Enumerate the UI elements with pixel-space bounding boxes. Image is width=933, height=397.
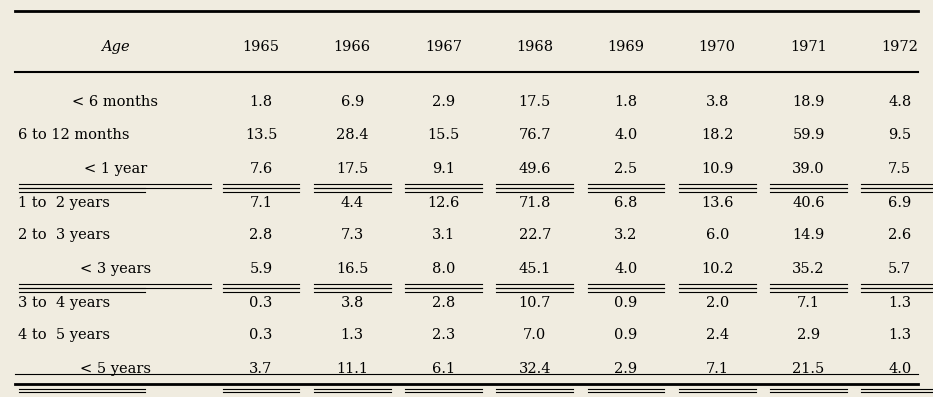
Text: 40.6: 40.6: [792, 196, 825, 210]
Text: 1965: 1965: [243, 40, 280, 54]
Text: 71.8: 71.8: [519, 196, 550, 210]
Text: 2.9: 2.9: [615, 362, 637, 376]
Text: 7.0: 7.0: [523, 328, 547, 342]
Text: 18.9: 18.9: [792, 94, 825, 108]
Text: Age: Age: [101, 40, 130, 54]
Text: 9.5: 9.5: [888, 128, 912, 142]
Text: 2.8: 2.8: [249, 228, 272, 242]
Text: 2.3: 2.3: [432, 328, 455, 342]
Text: 17.5: 17.5: [519, 94, 550, 108]
Text: 4.4: 4.4: [341, 196, 364, 210]
Text: 2.8: 2.8: [432, 296, 455, 310]
Text: < 1 year: < 1 year: [84, 162, 147, 176]
Text: 2.6: 2.6: [888, 228, 912, 242]
Text: 22.7: 22.7: [519, 228, 550, 242]
Text: 3.8: 3.8: [705, 94, 729, 108]
Text: 2.4: 2.4: [705, 328, 729, 342]
Text: 10.2: 10.2: [701, 262, 733, 276]
Text: 1.8: 1.8: [615, 94, 637, 108]
Text: 3.7: 3.7: [249, 362, 272, 376]
Text: 4.0: 4.0: [614, 128, 637, 142]
Text: 18.2: 18.2: [701, 128, 733, 142]
Text: 7.1: 7.1: [705, 362, 729, 376]
Text: 16.5: 16.5: [336, 262, 369, 276]
Text: < 5 years: < 5 years: [80, 362, 151, 376]
Text: 5.7: 5.7: [888, 262, 912, 276]
Text: 1.3: 1.3: [341, 328, 364, 342]
Text: 6 to 12 months: 6 to 12 months: [18, 128, 130, 142]
Text: 0.3: 0.3: [249, 328, 272, 342]
Text: 6.9: 6.9: [341, 94, 364, 108]
Text: 7.1: 7.1: [797, 296, 820, 310]
Text: 12.6: 12.6: [427, 196, 460, 210]
Text: < 3 years: < 3 years: [80, 262, 151, 276]
Text: < 6 months: < 6 months: [73, 94, 159, 108]
Text: 9.1: 9.1: [432, 162, 455, 176]
Text: 0.9: 0.9: [614, 296, 637, 310]
Text: 7.5: 7.5: [888, 162, 912, 176]
Text: 1972: 1972: [882, 40, 918, 54]
Text: 6.1: 6.1: [432, 362, 455, 376]
Text: 32.4: 32.4: [519, 362, 551, 376]
Text: 6.8: 6.8: [614, 196, 637, 210]
Text: 2.9: 2.9: [432, 94, 455, 108]
Text: 7.3: 7.3: [341, 228, 364, 242]
Text: 3.2: 3.2: [614, 228, 637, 242]
Text: 59.9: 59.9: [792, 128, 825, 142]
Text: 1.8: 1.8: [249, 94, 272, 108]
Text: 21.5: 21.5: [792, 362, 825, 376]
Text: 35.2: 35.2: [792, 262, 825, 276]
Text: 1.3: 1.3: [888, 328, 912, 342]
Text: 0.3: 0.3: [249, 296, 272, 310]
Text: 2.5: 2.5: [615, 162, 637, 176]
Text: 13.5: 13.5: [244, 128, 277, 142]
Text: 1969: 1969: [607, 40, 645, 54]
Text: 39.0: 39.0: [792, 162, 825, 176]
Text: 8.0: 8.0: [432, 262, 455, 276]
Text: 13.6: 13.6: [701, 196, 733, 210]
Text: 1967: 1967: [425, 40, 462, 54]
Text: 11.1: 11.1: [336, 362, 369, 376]
Text: 3.8: 3.8: [341, 296, 364, 310]
Text: 5.9: 5.9: [249, 262, 272, 276]
Text: 10.7: 10.7: [519, 296, 550, 310]
Text: 14.9: 14.9: [792, 228, 825, 242]
Text: 45.1: 45.1: [519, 262, 550, 276]
Text: 3 to  4 years: 3 to 4 years: [18, 296, 110, 310]
Text: 1968: 1968: [516, 40, 553, 54]
Text: 49.6: 49.6: [519, 162, 551, 176]
Text: 4 to  5 years: 4 to 5 years: [18, 328, 110, 342]
Text: 1971: 1971: [790, 40, 827, 54]
Text: 15.5: 15.5: [427, 128, 460, 142]
Text: 3.1: 3.1: [432, 228, 455, 242]
Text: 4.0: 4.0: [614, 262, 637, 276]
Text: 4.0: 4.0: [888, 362, 912, 376]
Text: 7.6: 7.6: [249, 162, 272, 176]
Text: 28.4: 28.4: [336, 128, 369, 142]
Text: 2.0: 2.0: [705, 296, 729, 310]
Text: 76.7: 76.7: [519, 128, 551, 142]
Text: 1966: 1966: [334, 40, 370, 54]
Text: 4.8: 4.8: [888, 94, 912, 108]
Text: 2.9: 2.9: [797, 328, 820, 342]
Text: 10.9: 10.9: [701, 162, 733, 176]
Text: 1.3: 1.3: [888, 296, 912, 310]
Text: 2 to  3 years: 2 to 3 years: [18, 228, 110, 242]
Text: 7.1: 7.1: [249, 196, 272, 210]
Text: 6.9: 6.9: [888, 196, 912, 210]
Text: 6.0: 6.0: [705, 228, 729, 242]
Text: 1 to  2 years: 1 to 2 years: [18, 196, 110, 210]
Text: 1970: 1970: [699, 40, 736, 54]
Text: 17.5: 17.5: [336, 162, 369, 176]
Text: 0.9: 0.9: [614, 328, 637, 342]
